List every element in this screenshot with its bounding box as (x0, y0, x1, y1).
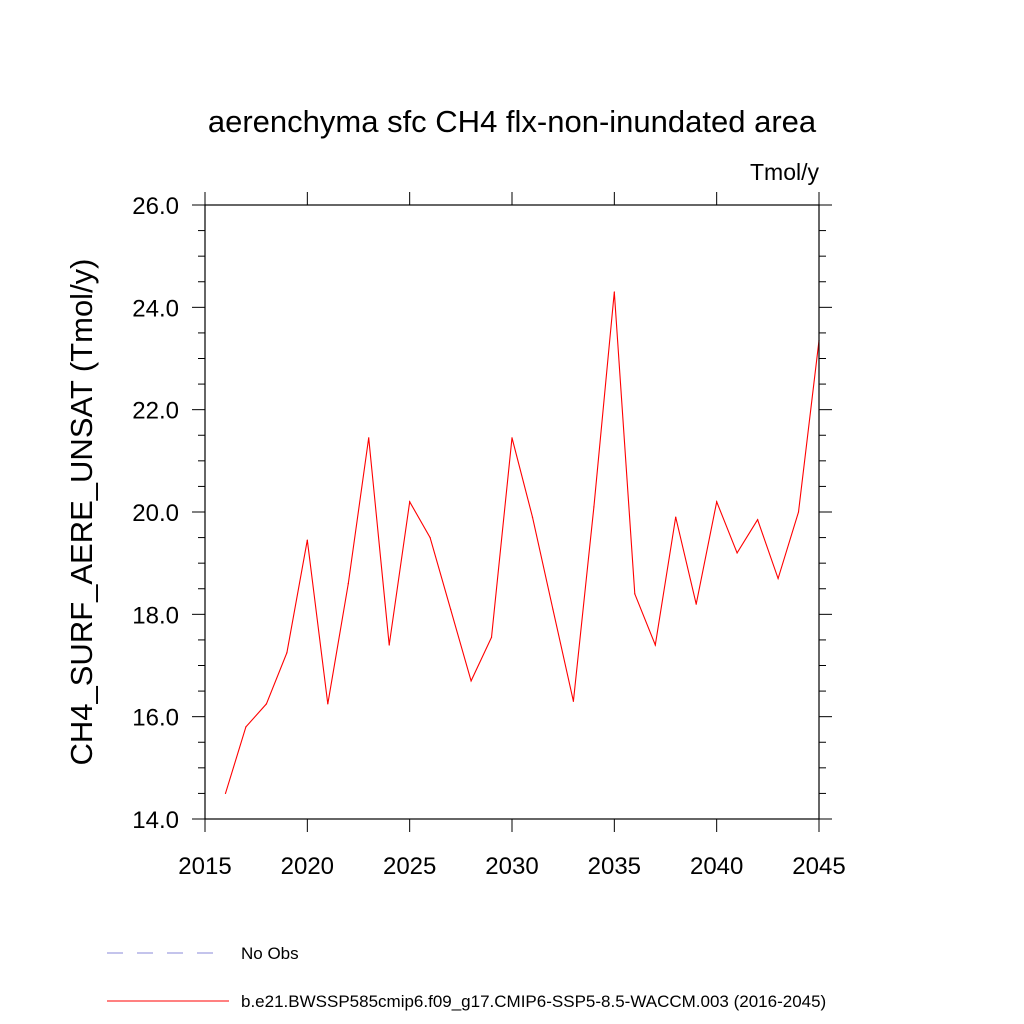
legend: No Obs b.e21.BWSSP585cmip6.f09_g17.CMIP6… (107, 944, 826, 1011)
x-tick-label: 2040 (690, 853, 743, 880)
data-point (429, 536, 431, 539)
y-tick-label: 26.0 (132, 193, 179, 220)
x-tick-label: 2020 (281, 853, 334, 880)
x-tick-label: 2025 (383, 853, 436, 880)
data-point (490, 636, 493, 638)
y-tick-labels: 14.0 16.0 18.0 20.0 22.0 24.0 26.0 (132, 193, 179, 834)
data-point (245, 726, 247, 728)
legend-no-obs-label: No Obs (241, 944, 299, 963)
tick-marks (192, 192, 832, 832)
units-label: Tmol/y (750, 159, 820, 185)
data-point (613, 291, 615, 293)
x-tick-label: 2015 (178, 853, 231, 880)
y-tick-label: 24.0 (132, 295, 179, 322)
y-axis-label: CH4_SURF_AERE_UNSAT (Tmol/y) (64, 258, 99, 765)
data-point (511, 437, 513, 439)
x-tick-labels: 2015 2020 2025 2030 2035 2040 2045 (178, 853, 845, 880)
data-point (654, 644, 656, 646)
series-line-0 (224, 291, 820, 794)
x-tick-label: 2035 (588, 853, 641, 880)
data-point (306, 539, 308, 541)
x-tick-label: 2045 (792, 853, 845, 880)
data-point (450, 608, 452, 610)
data-point (531, 516, 534, 518)
data-point (552, 608, 554, 610)
series-group (224, 291, 820, 795)
data-point (368, 437, 370, 439)
data-point (757, 519, 759, 521)
data-point (675, 516, 677, 518)
data-point (593, 506, 595, 508)
data-point (470, 680, 472, 682)
data-point (797, 511, 800, 513)
legend-model-label: b.e21.BWSSP585cmip6.f09_g17.CMIP6-SSP5-8… (241, 992, 826, 1011)
data-point (572, 700, 575, 702)
data-point (347, 583, 349, 585)
data-point (388, 644, 390, 646)
y-tick-label: 14.0 (132, 807, 179, 834)
y-tick-label: 22.0 (132, 398, 179, 425)
data-point (716, 501, 718, 503)
data-point (286, 652, 288, 654)
data-point (736, 552, 738, 554)
data-point (695, 603, 697, 605)
plot-frame (204, 204, 820, 820)
x-tick-label: 2030 (485, 853, 538, 880)
data-point (327, 703, 329, 705)
data-point (409, 501, 411, 503)
data-point (634, 593, 636, 595)
chart-title: aerenchyma sfc CH4 flx-non-inundated are… (208, 104, 817, 139)
data-point (777, 577, 779, 580)
y-tick-label: 18.0 (132, 602, 179, 629)
y-tick-label: 20.0 (132, 500, 179, 527)
data-point (265, 703, 267, 705)
data-point (224, 792, 227, 795)
y-tick-label: 16.0 (132, 705, 179, 732)
